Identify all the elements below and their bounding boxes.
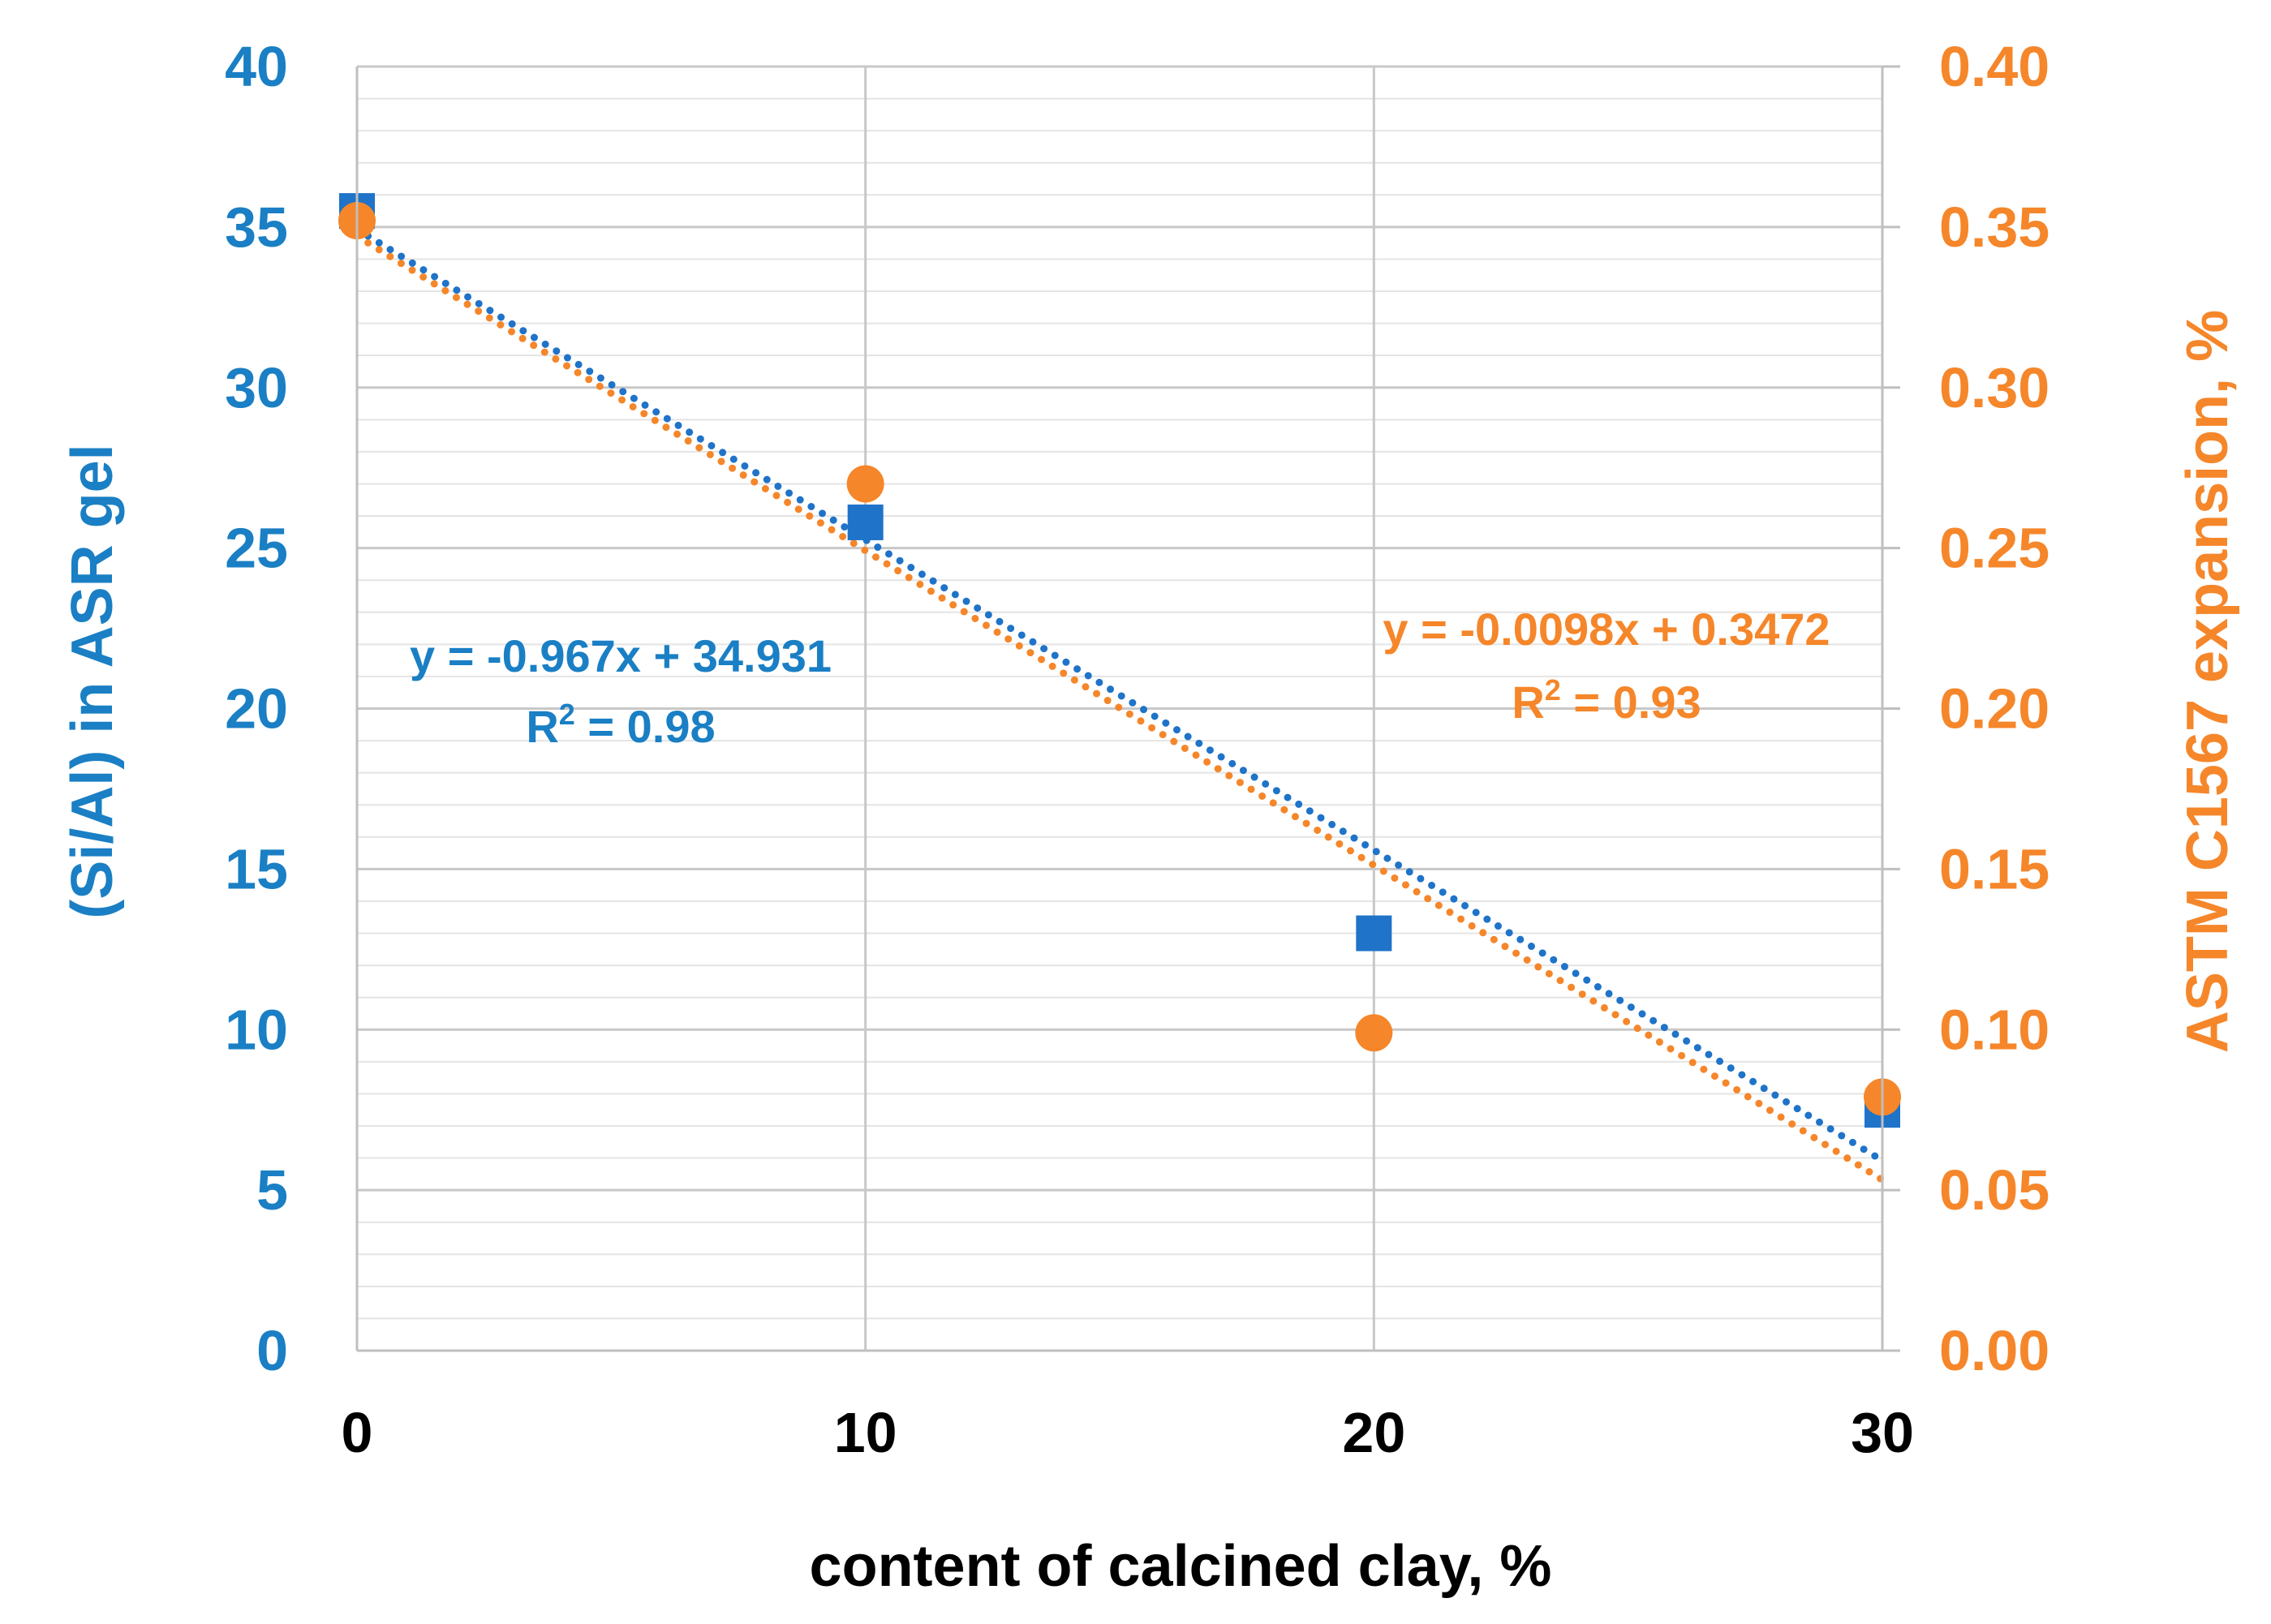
y-axis-right-tick-label: 0.35 bbox=[1939, 195, 2049, 259]
y-axis-right-tick-label: 0.40 bbox=[1939, 35, 2049, 98]
y-axis-right-tick-label: 0.15 bbox=[1939, 837, 2049, 900]
y-axis-right-tick-label: 0.25 bbox=[1939, 517, 2049, 580]
y-axis-left-tick-label: 20 bbox=[225, 677, 288, 741]
right-series-trendline bbox=[353, 232, 1886, 1184]
y-axis-left-tick-label: 35 bbox=[225, 195, 288, 259]
trendlines bbox=[353, 226, 1886, 1184]
y-axis-right-tick-label: 0.00 bbox=[1939, 1319, 2049, 1382]
y-axis-right-tick-label: 0.05 bbox=[1939, 1158, 2049, 1222]
left-series-marker bbox=[1356, 915, 1392, 952]
right-trend-r2: R2 = 0.93 bbox=[1512, 673, 1701, 728]
right-series-marker bbox=[846, 465, 884, 503]
left-series-trendline bbox=[353, 226, 1886, 1165]
y-axis-right-tick-label: 0.30 bbox=[1939, 356, 2049, 419]
left-trend-r2: R2 = 0.98 bbox=[526, 698, 715, 752]
x-axis-tick-label: 20 bbox=[1342, 1401, 1405, 1464]
x-axis-title: content of calcined clay, % bbox=[810, 1534, 1552, 1599]
y-axis-right-title: ASTM C1567 expansion, % bbox=[2175, 310, 2240, 1053]
left-trend-equation: y = -0.967x + 34.931 bbox=[410, 630, 832, 681]
y-axis-left-tick-label: 30 bbox=[225, 356, 288, 419]
y-axis-left-tick-label: 5 bbox=[256, 1158, 288, 1222]
y-axis-left-tick-label: 0 bbox=[256, 1319, 288, 1382]
x-axis-tick-label: 0 bbox=[342, 1401, 373, 1464]
y-axis-right-tick-label: 0.20 bbox=[1939, 677, 2049, 741]
y-axis-left-tick-label: 10 bbox=[225, 998, 288, 1061]
right-series-marker bbox=[1355, 1014, 1393, 1052]
y-axis-left-title: (Si/Al) in ASR gel bbox=[60, 444, 125, 918]
y-axis-left-tick-label: 40 bbox=[225, 35, 288, 98]
left-series-marker bbox=[847, 504, 884, 540]
x-axis-tick-label: 30 bbox=[1851, 1401, 1914, 1464]
y-axis-left-tick-label: 15 bbox=[225, 837, 288, 900]
axes: 0 5 10 15 20 25 30 35 40 0.00 0.05 0.10 0.15 0.20 0.25… bbox=[225, 35, 2049, 1464]
y-axis-right-tick-label: 0.10 bbox=[1939, 998, 2049, 1061]
right-trend-equation: y = -0.0098x + 0.3472 bbox=[1383, 604, 1830, 655]
x-axis-tick-label: 10 bbox=[834, 1401, 897, 1464]
y-axis-left-tick-label: 25 bbox=[225, 517, 288, 580]
